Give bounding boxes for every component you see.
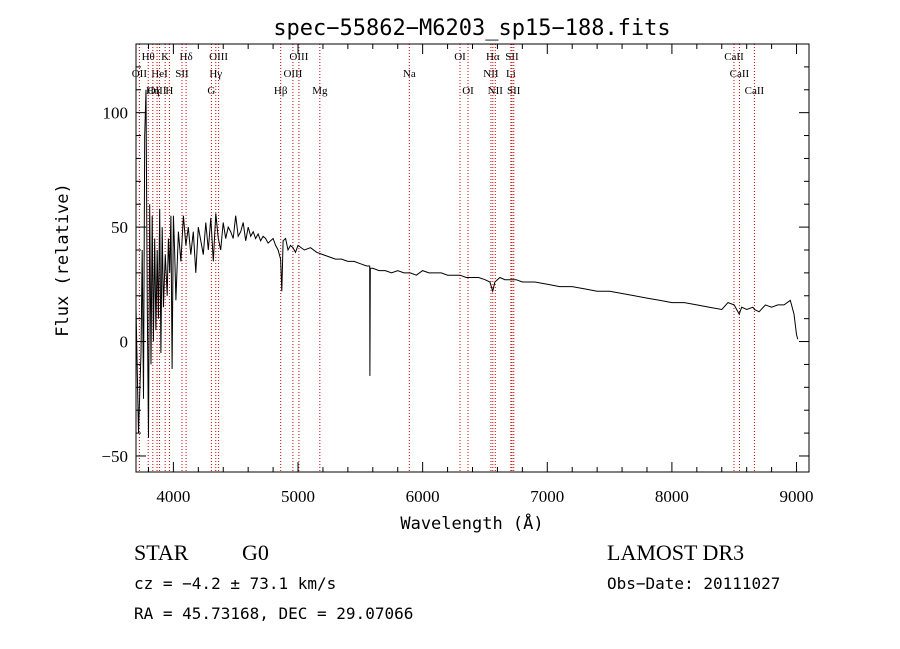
coordinates: RA = 45.73168, DEC = 29.07066 xyxy=(134,604,413,623)
x-tick-label: 8000 xyxy=(655,487,689,506)
object-class: STAR xyxy=(134,540,189,565)
marker-label: CaII xyxy=(724,51,744,63)
marker-label: OIII xyxy=(283,68,302,80)
marker-label: CaII xyxy=(730,68,750,80)
survey-name: LAMOST DR3 xyxy=(607,540,744,565)
marker-label: K xyxy=(161,51,169,63)
y-tick-label: −50 xyxy=(101,447,128,466)
marker-label: NII xyxy=(488,85,504,97)
plot-frame xyxy=(135,43,810,473)
spectrum-series-line xyxy=(135,89,799,438)
marker-label: Hα xyxy=(486,51,500,63)
marker-label: G xyxy=(207,85,215,97)
marker-label: OI xyxy=(454,51,466,63)
x-tick-label: 4000 xyxy=(156,487,190,506)
emission-line-markers: Hθ K Hδ OIII OIII OI Hα SII CaII OII HeI SII Hγ OIII N… xyxy=(132,44,765,472)
spectral-subclass: G0 xyxy=(242,540,269,565)
marker-label: SII xyxy=(507,85,521,97)
marker-label: SII xyxy=(175,68,189,80)
redshift-velocity: cz = −4.2 ± 73.1 km/s xyxy=(134,574,336,593)
marker-label: OIII xyxy=(148,85,167,97)
x-tick-label: 6000 xyxy=(406,487,440,506)
marker-label: SII xyxy=(505,51,519,63)
marker-label: Hβ xyxy=(274,85,288,97)
y-tick-label: 100 xyxy=(103,104,129,123)
y-tick-label: 50 xyxy=(111,218,128,237)
x-tick-label: 7000 xyxy=(530,487,564,506)
marker-label: Hθ xyxy=(142,51,155,63)
marker-label: Hγ xyxy=(209,68,222,80)
marker-label: OIII xyxy=(209,51,228,63)
marker-label: H xyxy=(165,85,173,97)
x-axis-label: Wavelength (Å) xyxy=(400,512,543,534)
y-tick-label: 0 xyxy=(120,333,129,352)
marker-label: Na xyxy=(403,68,416,80)
x-tick-label: 9000 xyxy=(780,487,814,506)
marker-label: CaII xyxy=(745,85,765,97)
marker-label: Hδ xyxy=(180,51,193,63)
marker-label: OII xyxy=(132,68,148,80)
y-axis-label: Flux (relative) xyxy=(53,183,73,337)
marker-label: HeI xyxy=(151,68,168,80)
marker-label: Hη xyxy=(146,85,160,97)
marker-label: Li xyxy=(506,68,516,80)
marker-label: NII xyxy=(483,68,499,80)
x-tick-label: 5000 xyxy=(281,487,315,506)
axis-ticks: 4000 5000 6000 7000 8000 9000 −50 0 50 100 xyxy=(101,44,814,506)
chart-title: spec−55862−M6203_sp15−188.fits xyxy=(273,16,670,41)
marker-label: Mg xyxy=(312,85,328,97)
marker-label: OIII xyxy=(289,51,308,63)
marker-label: OI xyxy=(462,85,474,97)
observation-date: Obs−Date: 20111027 xyxy=(607,574,780,593)
